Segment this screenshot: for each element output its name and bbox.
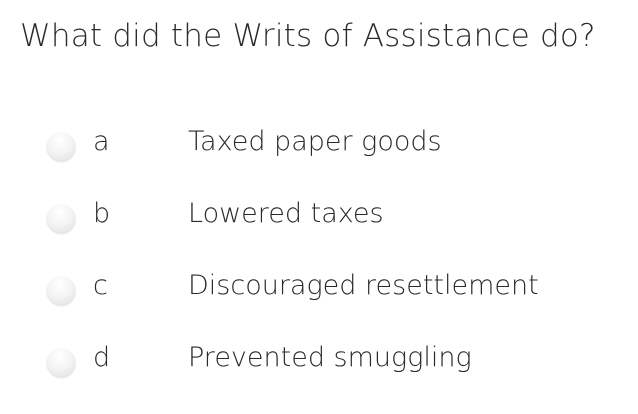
option-c[interactable]: c Discouraged resettlement	[0, 270, 638, 310]
option-letter: a	[93, 126, 110, 157]
option-d[interactable]: d Prevented smuggling	[0, 342, 638, 382]
radio-button[interactable]	[46, 204, 76, 234]
question-text: What did the Writs of Assistance do?	[20, 18, 596, 54]
radio-button[interactable]	[46, 348, 76, 378]
option-text[interactable]: Prevented smuggling	[188, 342, 472, 373]
radio-button[interactable]	[46, 132, 76, 162]
option-text[interactable]: Lowered taxes	[188, 198, 384, 229]
option-text[interactable]: Taxed paper goods	[188, 126, 442, 157]
option-letter: d	[93, 342, 111, 373]
option-text[interactable]: Discouraged resettlement	[188, 270, 539, 301]
option-letter: c	[93, 270, 108, 301]
option-b[interactable]: b Lowered taxes	[0, 198, 638, 238]
option-letter: b	[93, 198, 111, 229]
radio-button[interactable]	[46, 276, 76, 306]
option-a[interactable]: a Taxed paper goods	[0, 126, 638, 166]
